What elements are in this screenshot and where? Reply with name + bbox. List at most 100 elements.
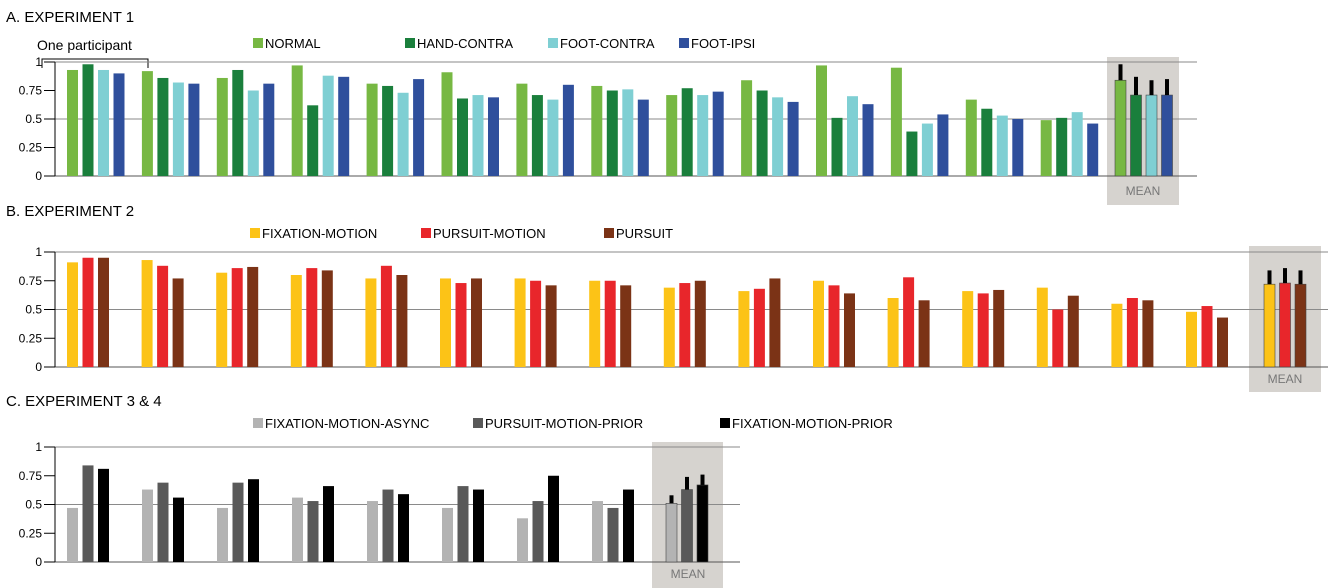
bar-hand-contra (756, 90, 768, 176)
bar-pursuit-motion-prior (232, 482, 244, 562)
bar-pursuit-motion-prior (157, 482, 169, 562)
bar-fixation-motion (67, 262, 78, 367)
bar-pursuit (694, 280, 706, 367)
legend-label-fixation-motion-async: FIXATION-MOTION-ASYNC (265, 416, 429, 431)
bar-hand-contra (457, 98, 468, 176)
bar-normal (890, 67, 902, 176)
bar-fixation-motion (738, 291, 750, 367)
bar-foot-contra (772, 97, 784, 176)
bar-foot-contra (547, 99, 559, 176)
bar-foot-contra (247, 90, 259, 176)
error-bar-normal (1118, 64, 1123, 81)
bar-fixation-motion-prior (173, 497, 184, 562)
bar-pursuit (844, 293, 855, 367)
bar-fixation-motion (663, 287, 675, 367)
bar-normal (591, 85, 603, 176)
bar-normal (965, 99, 977, 176)
panel-c-plot: 0 0.25 0.5 0.75 1 (19, 440, 740, 569)
bar-pursuit-motion (530, 280, 542, 367)
bar-fixation-motion (365, 278, 377, 367)
bar-pursuit-motion-prior (82, 465, 94, 562)
bar-pursuit-motion-prior (382, 489, 394, 562)
legend-swatch-fixation-motion (250, 228, 260, 238)
bar-pursuit (769, 278, 781, 367)
bar-pursuit-motion-prior (457, 486, 469, 562)
y-tick-label: 1 (35, 55, 42, 69)
error-bar-fixation-motion (1267, 270, 1272, 285)
legend-label-pursuit-motion: PURSUIT-MOTION (433, 226, 546, 241)
bar-normal (666, 95, 678, 176)
bar-fixation-motion-async (367, 501, 378, 562)
bar-foot-contra (172, 82, 184, 176)
panel-c-title: C. EXPERIMENT 3 & 4 (6, 393, 162, 410)
bar-foot-ipsi (862, 104, 874, 176)
error-bar-hand-contra (1134, 76, 1138, 96)
panel-c: C. EXPERIMENT 3 & 4 FIXATION-MOTION-ASYN… (6, 393, 893, 588)
bar-normal (67, 69, 78, 176)
bar-pursuit (98, 257, 109, 367)
bar-foot-contra (847, 96, 858, 176)
bar-pursuit-motion-prior (307, 501, 319, 562)
bar-pursuit-motion (828, 285, 840, 367)
legend-label-pursuit-motion-prior: PURSUIT-MOTION-PRIOR (485, 416, 643, 431)
mean-bar-pursuit (1294, 283, 1307, 368)
bar-pursuit-motion (903, 277, 915, 367)
bar-fixation-motion-async (592, 501, 603, 562)
bar-hand-contra (681, 88, 693, 176)
bar-normal (141, 71, 153, 176)
bar-fixation-motion-prior (473, 489, 484, 562)
bar-fixation-motion-async (292, 497, 303, 562)
bar-fixation-motion (290, 275, 302, 367)
legend-swatch-pursuit (604, 228, 614, 238)
bar-hand-contra (531, 95, 543, 176)
bar-pursuit-motion-prior (532, 501, 544, 562)
bar-normal (816, 65, 827, 176)
bar-foot-contra (322, 75, 334, 176)
y-tick-label: 1 (35, 245, 42, 259)
y-tick-label: 0.5 (25, 112, 42, 126)
bar-normal (516, 83, 528, 176)
panel-c-mean-label: MEAN (671, 567, 706, 581)
mean-bar-fixation-motion-prior (696, 484, 709, 563)
bar-pursuit-motion (679, 283, 691, 367)
panel-b-title: B. EXPERIMENT 2 (6, 203, 134, 220)
legend-swatch-pursuit-motion-prior (473, 418, 483, 428)
panel-a-plot: 0 0.25 0.5 0.75 1 (19, 55, 1197, 183)
bar-fixation-motion (1111, 303, 1123, 367)
bar-foot-contra (397, 92, 409, 176)
bar-foot-ipsi (562, 84, 574, 176)
mean-bar-pursuit-motion-prior (681, 489, 693, 563)
legend-label-fixation-motion: FIXATION-MOTION (262, 226, 377, 241)
participant-bracket (41, 58, 149, 68)
bar-hand-contra (606, 90, 618, 176)
bar-fixation-motion (216, 272, 228, 367)
error-bar-foot-contra (1149, 80, 1154, 96)
bar-fixation-motion (962, 291, 974, 367)
legend-label-normal: NORMAL (265, 36, 321, 51)
legend-swatch-fixation-motion-async (253, 418, 263, 428)
bar-pursuit-motion (753, 288, 765, 367)
legend-label-fixation-motion-prior: FIXATION-MOTION-PRIOR (732, 416, 893, 431)
y-tick-label: 0.75 (19, 84, 43, 98)
bar-pursuit-motion (157, 265, 169, 367)
bar-fixation-motion-prior (248, 479, 259, 562)
panel-a-title: A. EXPERIMENT 1 (6, 9, 134, 26)
bar-pursuit-motion (82, 257, 94, 367)
bar-foot-contra (98, 69, 109, 176)
bar-pursuit-motion (1126, 298, 1138, 367)
bar-foot-contra (996, 115, 1008, 176)
y-tick-label: 0.25 (19, 141, 43, 155)
bar-pursuit-motion (977, 293, 989, 367)
y-tick-label: 1 (35, 440, 42, 454)
mean-bar-pursuit-motion (1279, 282, 1291, 368)
bar-foot-contra (1071, 112, 1083, 176)
bar-hand-contra (232, 69, 244, 176)
panel-b-plot: 0 0.25 0.5 0.75 1 (19, 245, 1328, 374)
bar-normal (291, 65, 303, 176)
bar-foot-ipsi (787, 101, 799, 176)
error-bar-fixation-motion-async (669, 495, 674, 504)
bar-fixation-motion (1036, 287, 1048, 367)
panel-a: A. EXPERIMENT 1 One participant NORMAL H… (6, 9, 1197, 205)
y-tick-label: 0 (35, 169, 42, 183)
bar-foot-ipsi (263, 83, 275, 176)
